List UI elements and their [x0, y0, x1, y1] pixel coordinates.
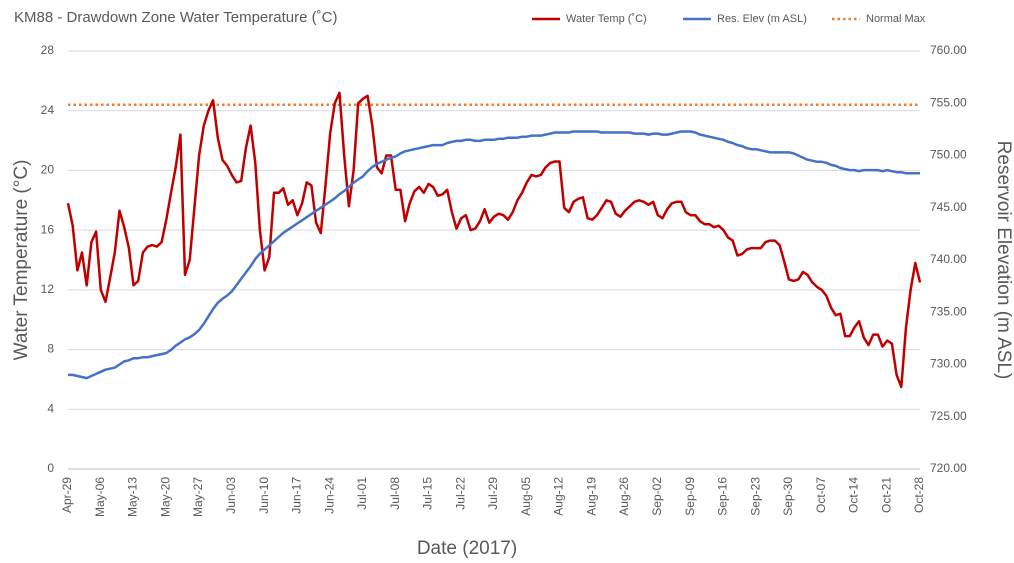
- x-tick-label: May-20: [158, 477, 172, 517]
- x-tick-label: Apr-29: [60, 477, 74, 513]
- x-tick-label: Jul-22: [453, 477, 467, 510]
- y-tick-label: 8: [47, 342, 54, 356]
- y-axis-title: Water Temperature (°C): [11, 160, 32, 361]
- x-tick-label: Jul-08: [388, 477, 402, 510]
- chart-title: KM88 - Drawdown Zone Water Temperature (…: [14, 9, 337, 26]
- y2-tick-label: 745.00: [930, 200, 967, 214]
- x-tick-label: May-27: [191, 477, 205, 517]
- x-tick-label: May-06: [93, 477, 107, 517]
- y-tick-label: 4: [47, 401, 54, 415]
- legend-label: Res. Elev (m ASL): [717, 13, 807, 25]
- y-tick-label: 20: [41, 163, 55, 177]
- legend-label: Water Temp (˚C): [566, 13, 647, 25]
- y2-tick-label: 720.00: [930, 461, 967, 475]
- series-line: [66, 91, 922, 389]
- x-tick-label: Jul-15: [421, 477, 435, 510]
- x-tick-label: Oct-28: [912, 477, 926, 513]
- x-tick-label: May-13: [126, 477, 140, 517]
- y2-tick-label: 750.00: [930, 148, 967, 162]
- x-tick-label: Aug-05: [519, 477, 533, 516]
- y2-tick-label: 735.00: [930, 304, 967, 318]
- x-tick-label: Aug-19: [584, 477, 598, 516]
- x-tick-label: Jun-10: [257, 477, 271, 514]
- x-tick-label: Aug-26: [617, 477, 631, 516]
- legend-label: Normal Max: [866, 13, 926, 25]
- x-tick-label: Jun-03: [224, 477, 238, 514]
- x-tick-label: Jun-17: [290, 477, 304, 514]
- x-tick-label: Jun-24: [322, 477, 336, 514]
- x-tick-label: Jul-01: [355, 477, 369, 510]
- x-tick-label: Sep-16: [716, 477, 730, 516]
- x-tick-label: Sep-09: [683, 477, 697, 516]
- y-tick-label: 24: [41, 103, 55, 117]
- x-tick-label: Aug-12: [552, 477, 566, 516]
- x-tick-label: Jul-29: [486, 477, 500, 510]
- x-tick-label: Oct-14: [847, 477, 861, 513]
- y2-tick-label: 755.00: [930, 95, 967, 109]
- x-axis-title: Date (2017): [417, 538, 517, 559]
- y-tick-label: 0: [47, 461, 54, 475]
- y2-tick-label: 730.00: [930, 357, 967, 371]
- x-tick-label: Sep-30: [781, 477, 795, 516]
- y-tick-label: 12: [41, 282, 55, 296]
- y2-tick-label: 725.00: [930, 409, 967, 423]
- x-tick-label: Oct-21: [879, 477, 893, 513]
- series-line: [68, 130, 920, 380]
- x-tick-label: Sep-02: [650, 477, 664, 516]
- y2-tick-label: 740.00: [930, 252, 967, 266]
- x-tick-label: Sep-23: [748, 477, 762, 516]
- y-tick-label: 28: [41, 43, 55, 57]
- y2-tick-label: 760.00: [930, 43, 967, 57]
- x-tick-label: Oct-07: [814, 477, 828, 513]
- y2-axis-title: Reservoir Elevation (m ASL): [993, 141, 1014, 380]
- y-tick-label: 16: [41, 222, 55, 236]
